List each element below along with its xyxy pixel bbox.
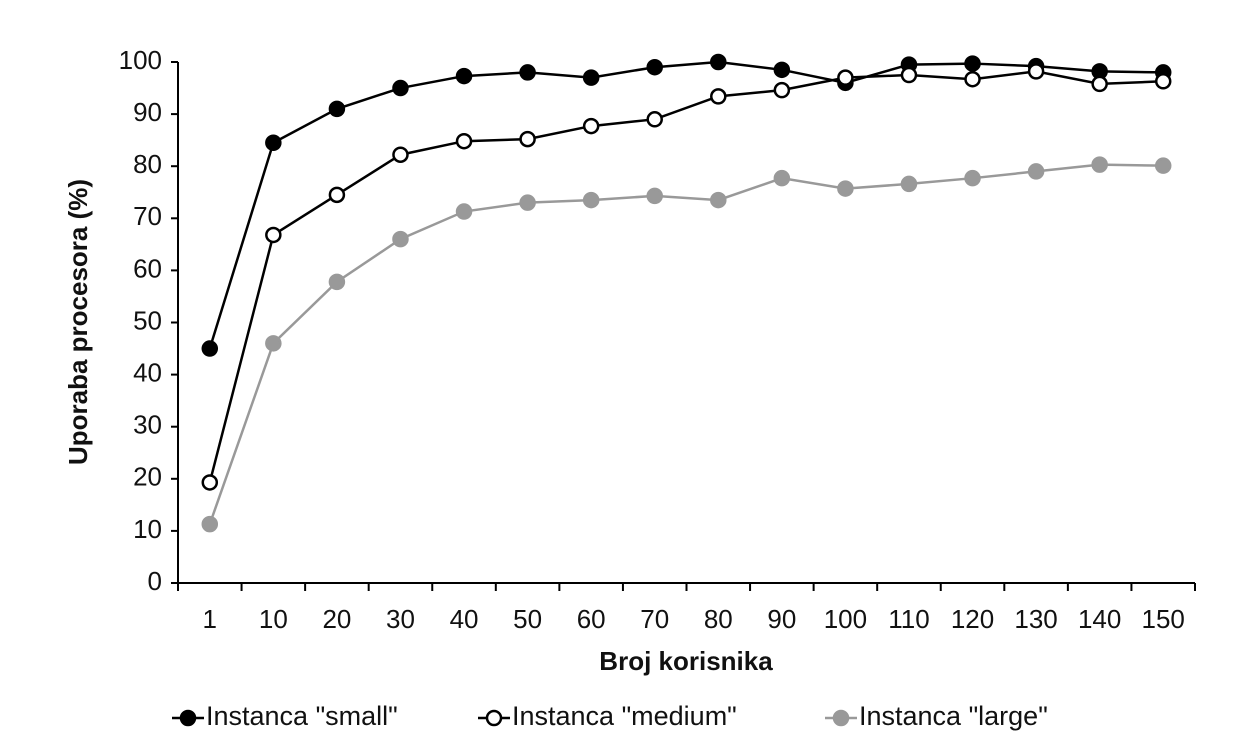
- data-point: [265, 134, 282, 152]
- data-point: [328, 186, 346, 204]
- y-tick-label: 20: [133, 462, 162, 492]
- x-tick-label: 60: [577, 604, 606, 634]
- data-point: [201, 515, 219, 533]
- data-point: [582, 117, 600, 135]
- data-point: [773, 61, 791, 79]
- x-tick-label: 140: [1078, 604, 1121, 634]
- x-tick-label: 110: [888, 604, 929, 634]
- data-point: [265, 335, 282, 352]
- data-point: [201, 474, 219, 491]
- data-point: [1154, 157, 1172, 174]
- y-tick-label: 50: [133, 305, 162, 335]
- data-point: [582, 191, 600, 209]
- data-point: [710, 53, 727, 71]
- x-tick-label: 1: [203, 604, 217, 634]
- y-axis-title: Uporaba procesora (%): [63, 179, 93, 465]
- series-line: [208, 163, 1164, 525]
- data-point: [1091, 156, 1108, 173]
- y-tick-label: 70: [133, 201, 162, 231]
- x-tick-label: 150: [1142, 604, 1185, 634]
- y-tick-label: 80: [133, 149, 162, 179]
- legend-marker: [485, 709, 503, 727]
- x-tick-label: 90: [767, 604, 796, 634]
- data-point: [1091, 75, 1108, 93]
- data-point: [455, 203, 473, 220]
- data-point: [964, 55, 981, 72]
- x-tick-label: 80: [704, 604, 733, 634]
- data-point: [646, 58, 663, 76]
- legend-marker: [832, 709, 850, 727]
- x-tick-label: 50: [513, 604, 542, 634]
- x-tick-label: 130: [1014, 604, 1057, 634]
- y-tick-label: 60: [133, 253, 162, 283]
- x-tick-label: 100: [824, 604, 867, 634]
- data-point: [964, 70, 981, 88]
- x-tick-label: 20: [322, 604, 351, 634]
- series-line: [208, 70, 1164, 483]
- data-point: [455, 132, 473, 150]
- x-tick-label: 10: [259, 604, 288, 634]
- data-point: [837, 69, 854, 86]
- series-line: [208, 60, 1164, 349]
- data-point: [519, 130, 536, 148]
- data-point: [646, 187, 663, 205]
- y-tick-label: 30: [133, 410, 162, 440]
- data-point: [392, 79, 409, 97]
- data-point: [392, 230, 409, 248]
- x-tick-label: 40: [450, 604, 479, 634]
- data-point: [328, 273, 346, 291]
- data-point: [265, 226, 282, 244]
- data-point: [1027, 163, 1045, 180]
- data-point: [837, 180, 854, 197]
- legend-marker: [179, 709, 197, 727]
- data-point: [964, 169, 981, 187]
- y-tick-label: 10: [133, 514, 162, 544]
- data-point: [1027, 63, 1045, 80]
- data-point: [582, 69, 600, 86]
- data-point: [519, 64, 536, 81]
- legend-label: Instanca "medium": [512, 701, 737, 731]
- data-point: [201, 340, 219, 357]
- data-point: [1154, 73, 1172, 90]
- y-tick-label: 40: [133, 357, 162, 387]
- data-point: [519, 194, 536, 211]
- x-axis-title: Broj korisnika: [599, 646, 773, 676]
- data-point: [710, 88, 727, 105]
- legend: Instanca "small" Instanca "medium" Instanc…: [172, 701, 1048, 731]
- data-point: [328, 100, 346, 118]
- legend-label: Instanca "large": [859, 701, 1048, 731]
- data-point: [710, 191, 727, 209]
- x-tick-label: 30: [386, 604, 415, 634]
- y-tick-label: 90: [133, 97, 162, 127]
- data-point: [392, 146, 409, 163]
- data-point: [773, 81, 791, 99]
- data-point: [455, 67, 473, 85]
- data-point: [900, 66, 918, 84]
- y-tick-label: 100: [119, 45, 162, 75]
- data-point: [646, 111, 663, 128]
- legend-label: Instanca "small": [206, 701, 398, 731]
- data-point: [773, 169, 791, 187]
- data-point: [900, 175, 918, 193]
- x-tick-label: 70: [640, 604, 669, 634]
- x-tick-label: 120: [951, 604, 994, 634]
- y-tick-label: 0: [148, 566, 162, 596]
